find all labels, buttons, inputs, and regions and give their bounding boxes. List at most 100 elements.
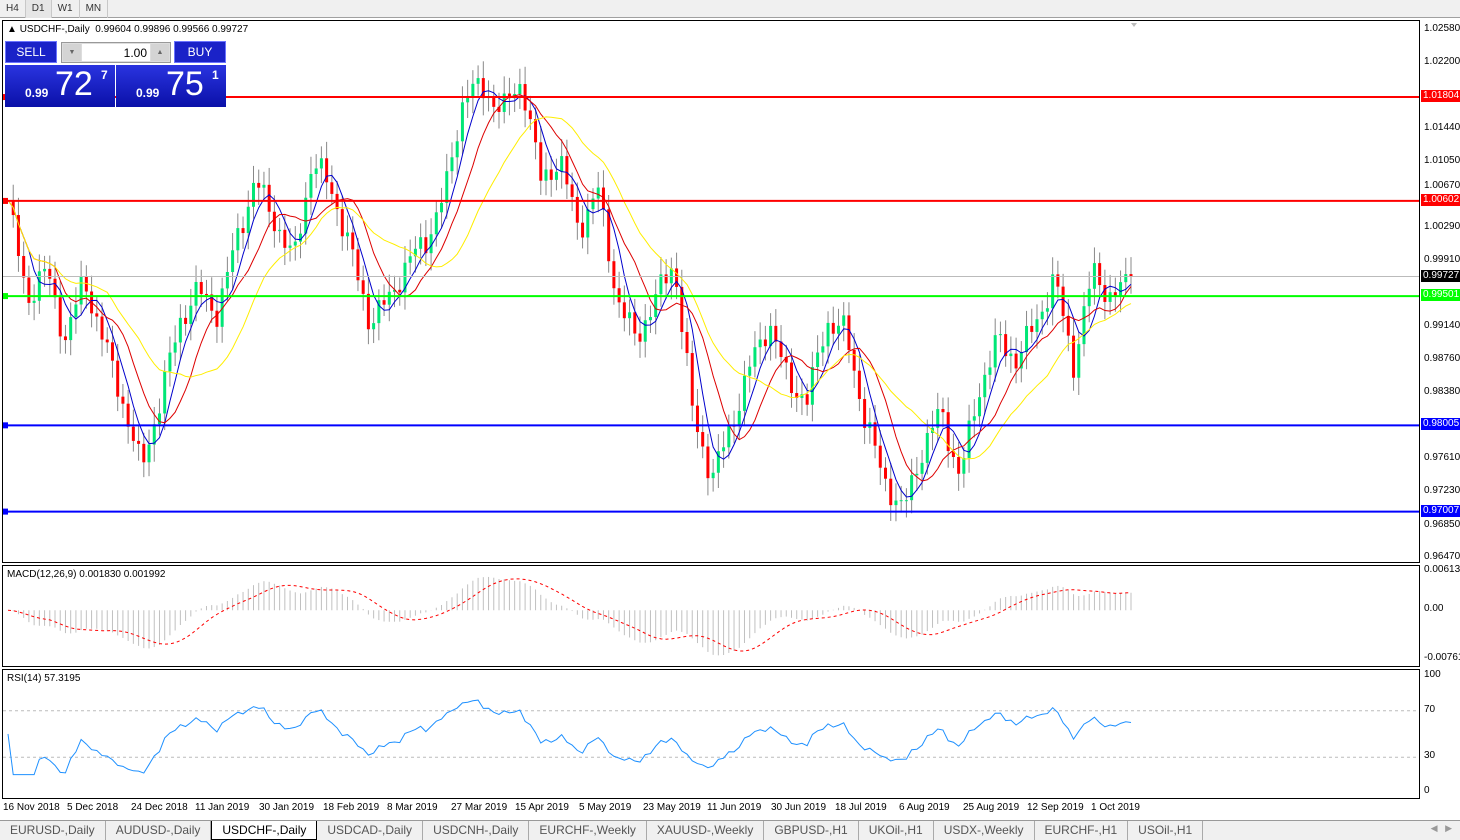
- date-axis-label: 24 Dec 2018: [131, 802, 188, 813]
- buy-price-button[interactable]: 0.99 75 1: [116, 65, 226, 107]
- buy-button[interactable]: BUY: [174, 41, 226, 63]
- timeframe-h4[interactable]: H4: [0, 0, 26, 18]
- candle-body: [1098, 263, 1102, 286]
- collapse-triangle-icon[interactable]: ▲: [7, 24, 17, 35]
- candle-body: [539, 142, 543, 181]
- candle-body: [737, 410, 741, 427]
- lot-input[interactable]: [82, 44, 150, 61]
- candle-body: [910, 475, 914, 501]
- price-axis-label: 0.96470: [1424, 551, 1460, 562]
- candle-body: [554, 171, 558, 180]
- price-axis-label: 1.00670: [1424, 179, 1460, 191]
- candle-body: [889, 478, 893, 506]
- chart-tabs: EURUSD-,Daily AUDUSD-,Daily USDCHF-,Daily U…: [0, 820, 1460, 840]
- candle-body: [476, 78, 480, 84]
- candle-body: [471, 83, 475, 97]
- scroll-left-icon[interactable]: ◀: [1430, 823, 1438, 833]
- price-axis-label: 0.97610: [1424, 452, 1460, 464]
- tab-audusd-daily[interactable]: AUDUSD-,Daily: [106, 821, 212, 840]
- candle-body: [74, 304, 78, 318]
- candle-body: [847, 315, 851, 351]
- buy-price-main: 75: [166, 65, 204, 103]
- candle-body: [1009, 353, 1013, 357]
- level-handle: [3, 197, 8, 204]
- timeframe-mn[interactable]: MN: [80, 0, 109, 18]
- candle-body: [962, 457, 966, 474]
- candle-body: [137, 440, 141, 444]
- date-axis-label: 5 Dec 2018: [67, 802, 119, 813]
- candle-body: [816, 352, 820, 368]
- date-axis-label: 1 Oct 2019: [1091, 802, 1140, 813]
- date-axis-label: 25 Aug 2019: [963, 802, 1020, 813]
- candle-body: [821, 346, 825, 353]
- decrease-lot-button[interactable]: ▼: [63, 44, 81, 61]
- tab-gbpusd-h1[interactable]: GBPUSD-,H1: [764, 821, 859, 840]
- candle-body: [131, 426, 135, 441]
- scroll-right-icon[interactable]: ▶: [1445, 823, 1452, 833]
- rsi-axis-label: 70: [1424, 703, 1436, 715]
- candle-body: [581, 222, 585, 238]
- candle-body: [429, 234, 433, 254]
- candle-body: [361, 280, 365, 294]
- rsi-axis-label: 0: [1424, 785, 1430, 796]
- candle-body: [460, 102, 464, 142]
- candle-body: [1129, 274, 1133, 277]
- increase-lot-button[interactable]: ▲: [151, 44, 169, 61]
- tab-scroll-arrows[interactable]: ◀ ▶: [1431, 823, 1452, 834]
- tab-usdcad-daily[interactable]: USDCAD-,Daily: [317, 821, 424, 840]
- price-axis-label: 0.99910: [1424, 253, 1460, 265]
- ma-mid-line: [7, 94, 1132, 482]
- date-axis-label: 11 Jun 2019: [707, 802, 762, 813]
- candle-body: [1045, 308, 1049, 312]
- tab-usdchf-daily[interactable]: USDCHF-,Daily: [211, 821, 318, 840]
- candle-body: [262, 184, 266, 188]
- candle-body: [779, 341, 783, 357]
- timeframe-d1[interactable]: D1: [25, 0, 52, 18]
- macd-axis-label: 0.00: [1424, 603, 1444, 615]
- candle-body: [675, 268, 679, 287]
- candle-body: [695, 405, 699, 433]
- tab-ukoil-h1[interactable]: UKOil-,H1: [859, 821, 934, 840]
- candle-body: [16, 215, 20, 256]
- price-chart[interactable]: ▲ USDCHF-,Daily 0.99604 0.99896 0.99566 …: [2, 20, 1420, 563]
- candle-body: [993, 335, 997, 368]
- candle-body: [1030, 325, 1034, 332]
- tab-usdcnh-daily[interactable]: USDCNH-,Daily: [423, 821, 530, 840]
- candle-body: [199, 281, 203, 294]
- candle-body: [69, 317, 73, 341]
- date-axis-label: 16 Nov 2018: [3, 802, 60, 813]
- sell-price-button[interactable]: 0.99 72 7: [5, 65, 115, 107]
- price-axis-label: 0.96850: [1424, 518, 1460, 530]
- timeframe-w1[interactable]: W1: [52, 0, 80, 18]
- rsi-pane[interactable]: RSI(14) 57.3195: [2, 669, 1420, 799]
- candle-body: [178, 317, 182, 343]
- candle-body: [346, 232, 350, 237]
- candle-body: [356, 249, 360, 281]
- tab-usoil-h1[interactable]: USOil-,H1: [1128, 821, 1204, 840]
- tab-eurchf-weekly[interactable]: EURCHF-,Weekly: [529, 821, 647, 840]
- candle-body: [184, 317, 188, 324]
- candle-body: [638, 333, 642, 342]
- candle-body: [810, 367, 814, 405]
- candle-body: [622, 302, 626, 319]
- candle-body: [565, 156, 569, 185]
- macd-pane[interactable]: MACD(12,26,9) 0.001830 0.001992: [2, 565, 1420, 667]
- candle-body: [967, 420, 971, 458]
- tab-eurusd-daily[interactable]: EURUSD-,Daily: [0, 821, 106, 840]
- candle-body: [570, 184, 574, 197]
- macd-axis-label: -0.007612: [1424, 652, 1460, 663]
- candle-body: [440, 202, 444, 213]
- candle-body: [972, 416, 976, 421]
- candle-body: [936, 409, 940, 428]
- candle-body: [43, 268, 47, 272]
- candle-body: [278, 229, 282, 232]
- lot-size-field: ▼ ▲: [61, 42, 171, 63]
- rsi-axis-label: 30: [1424, 750, 1436, 762]
- tab-usdx-weekly[interactable]: USDX-,Weekly: [934, 821, 1035, 840]
- date-axis-label: 8 Mar 2019: [387, 802, 438, 813]
- sell-button[interactable]: SELL: [5, 41, 57, 63]
- tab-eurchf-h1[interactable]: EURCHF-,H1: [1035, 821, 1129, 840]
- candle-body: [654, 294, 658, 318]
- tab-xauusd-weekly[interactable]: XAUUSD-,Weekly: [647, 821, 765, 840]
- candle-body: [366, 293, 370, 330]
